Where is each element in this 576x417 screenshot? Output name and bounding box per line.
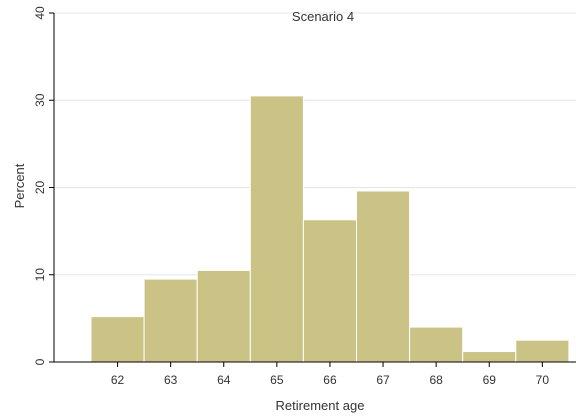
bar-65 (249, 95, 304, 363)
bar-67 (356, 190, 411, 363)
bar-70 (515, 339, 570, 363)
x-tick-label: 67 (376, 373, 390, 387)
y-tick-label: 10 (33, 268, 47, 282)
bar-68 (409, 326, 464, 363)
x-tick-label: 62 (111, 373, 125, 387)
x-ticks: 62 63 64 65 66 67 68 69 70 (111, 362, 549, 387)
bar-69 (462, 351, 517, 363)
bar-62 (90, 316, 145, 363)
gridlines (54, 12, 576, 276)
x-tick-label: 64 (217, 373, 231, 387)
x-tick-label: 65 (270, 373, 284, 387)
x-tick-label: 68 (429, 373, 443, 387)
x-axis-title: Retirement age (276, 398, 365, 413)
x-tick-label: 66 (323, 373, 337, 387)
y-ticks: 0 10 20 30 40 (33, 6, 54, 365)
bar-63 (143, 278, 198, 363)
y-tick-label: 30 (33, 93, 47, 107)
x-tick-label: 69 (483, 373, 497, 387)
y-tick-label: 20 (33, 181, 47, 195)
x-tick-label: 63 (164, 373, 178, 387)
x-tick-label: 70 (536, 373, 550, 387)
chart-title: Scenario 4 (292, 9, 354, 24)
y-tick-label: 0 (33, 358, 47, 365)
bar-66 (302, 219, 357, 363)
bar-64 (196, 269, 251, 363)
y-axis-title: Percent (12, 163, 27, 208)
bars (90, 95, 570, 363)
y-tick-label: 40 (33, 6, 47, 20)
